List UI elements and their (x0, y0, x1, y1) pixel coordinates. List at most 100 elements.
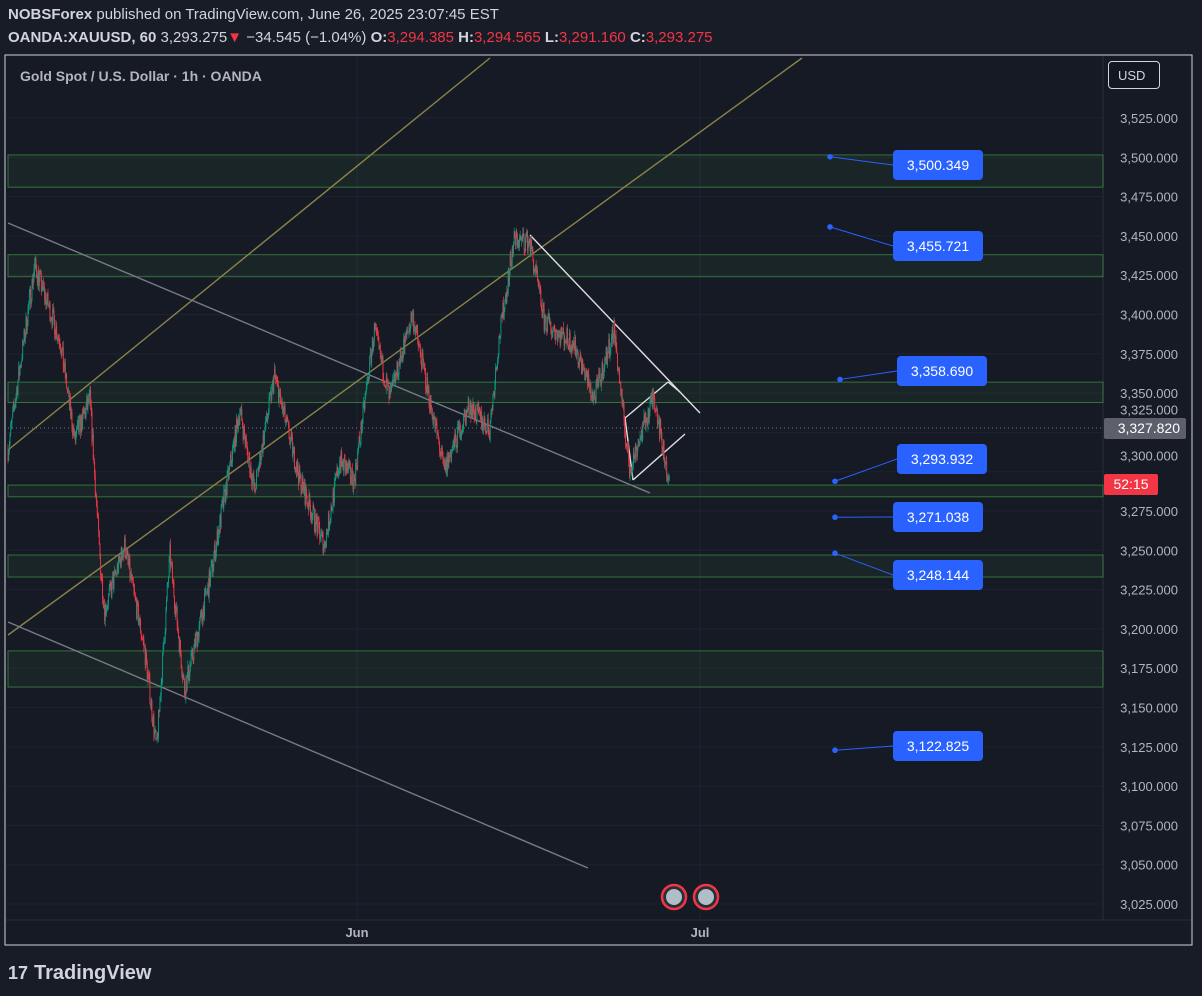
candle-body (429, 395, 431, 410)
candle-body (38, 275, 40, 287)
candle-body (281, 401, 283, 409)
candle-body (20, 366, 22, 368)
candle-body (279, 389, 281, 393)
candle-body (599, 373, 601, 381)
candle-body (451, 450, 453, 453)
candle-body (527, 241, 529, 251)
candle-body (611, 329, 613, 335)
candle-body (234, 426, 236, 452)
candle-body (235, 426, 237, 444)
candle-body (325, 532, 327, 547)
candle-body (28, 294, 30, 306)
candle-body (317, 517, 319, 533)
candle-body (469, 413, 471, 415)
candle-body (378, 341, 380, 348)
candle-body (288, 425, 290, 440)
candle-body (341, 451, 343, 464)
publisher[interactable]: NOBSForex (8, 6, 93, 23)
currency-button[interactable]: USD (1108, 61, 1160, 89)
price-label: 3,455.721 (907, 238, 969, 254)
candle-body (108, 593, 110, 605)
trend-line (7, 621, 589, 869)
candle-body (509, 270, 510, 285)
y-tick-label: 3,400.000 (1120, 308, 1178, 323)
candle-body (177, 625, 179, 631)
candle-body (586, 371, 588, 373)
candle-body (87, 398, 89, 409)
candle-body (333, 481, 335, 503)
candle-body (106, 605, 108, 610)
candle-body (8, 451, 10, 461)
tradingview-logo[interactable]: 17 TradingView (8, 962, 151, 985)
low-label: L: (544, 29, 560, 46)
anchor-dot (832, 550, 838, 557)
candle-body (82, 408, 84, 412)
label-connector (829, 156, 894, 166)
candle-body (266, 416, 267, 422)
candle-body (666, 461, 668, 478)
candle-body (654, 409, 656, 411)
candle-body (17, 380, 19, 396)
price-label-box (897, 444, 987, 474)
candle-body (152, 719, 154, 726)
candle-body (549, 322, 551, 324)
candle-body (12, 410, 14, 419)
y-tick-label: 3,425.000 (1120, 268, 1178, 283)
low-value: 3,291.160 (559, 29, 626, 46)
candle-body (563, 327, 564, 333)
candle-body (42, 280, 44, 289)
candle-body (382, 356, 384, 379)
candle-body (483, 427, 485, 429)
candle-body (208, 572, 210, 597)
candle-body (9, 434, 11, 445)
candle-body (553, 326, 555, 329)
price-label: 3,293.932 (911, 451, 973, 467)
candle-body (138, 623, 140, 625)
y-tick-label: 3,275.000 (1120, 504, 1178, 519)
candle-body (53, 310, 55, 320)
candle-body (589, 386, 590, 388)
candle-body (410, 313, 412, 325)
candle-body (220, 506, 222, 528)
candle-body (392, 380, 394, 382)
candle-body (628, 461, 630, 477)
candle-body (313, 505, 315, 509)
candle-body (487, 418, 489, 426)
support-resistance-zone (7, 554, 1104, 578)
candle-body (236, 419, 238, 423)
candle-body (663, 440, 665, 461)
candle-body (322, 533, 324, 553)
candle-body (26, 317, 28, 331)
candle-body (658, 419, 660, 423)
candle-body (31, 278, 33, 300)
candle-body (556, 330, 558, 331)
candle-body (71, 412, 73, 429)
candle-body (271, 385, 273, 401)
candle-body (391, 384, 393, 388)
candle-body (254, 482, 255, 487)
candle-body (230, 454, 231, 463)
candle-body (446, 457, 448, 471)
candle-body (369, 355, 371, 378)
price-label-box (893, 502, 983, 532)
candle-body (178, 637, 180, 652)
candle-body (353, 473, 355, 480)
candle-body (136, 601, 138, 619)
candle-body (221, 504, 223, 507)
candle-body (70, 412, 72, 417)
candle-body (403, 339, 405, 349)
candle-body (315, 514, 317, 521)
candle-body (98, 531, 100, 545)
candle-body (263, 435, 265, 445)
publish-info: NOBSForex published on TradingView.com, … (8, 6, 499, 23)
candle-body (231, 461, 233, 463)
candle-body (603, 376, 604, 380)
candle-body (22, 340, 24, 344)
candle-body (565, 341, 566, 343)
candle-body (454, 432, 456, 447)
candle-body (121, 548, 123, 558)
candle-body (505, 294, 507, 300)
candle-body (366, 381, 368, 387)
candle-body (154, 730, 156, 736)
